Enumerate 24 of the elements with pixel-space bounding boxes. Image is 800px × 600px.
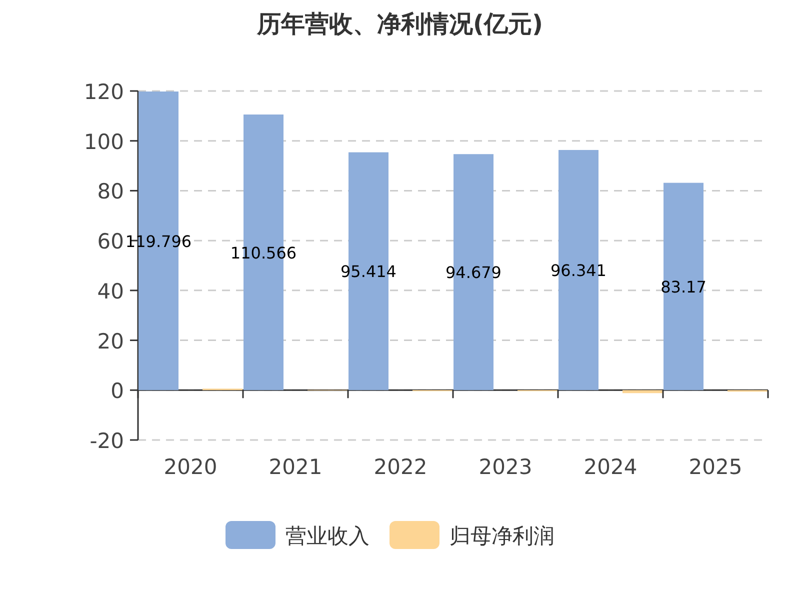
bar bbox=[622, 390, 662, 394]
data-label: 110.566 bbox=[230, 243, 297, 262]
x-tick-label: 2022 bbox=[374, 455, 428, 479]
x-tick-label: 2024 bbox=[584, 455, 638, 479]
x-tick-label: 2020 bbox=[164, 455, 218, 479]
data-label: 95.414 bbox=[340, 262, 396, 282]
x-tick-label: 2021 bbox=[268, 455, 322, 479]
y-tick-label: 100 bbox=[84, 130, 124, 154]
data-label: 83.17 bbox=[660, 277, 706, 296]
y-tick-label: 120 bbox=[84, 80, 124, 104]
x-tick-label: 2023 bbox=[478, 455, 532, 479]
y-tick-label: 60 bbox=[97, 230, 124, 254]
chart-title: 历年营收、净利情况(亿元) bbox=[256, 10, 543, 38]
x-tick-label: 2025 bbox=[688, 455, 742, 479]
data-label: 96.341 bbox=[550, 261, 606, 280]
legend-label: 归母净利润 bbox=[450, 524, 554, 548]
y-tick-label: -20 bbox=[90, 429, 124, 453]
bar bbox=[664, 182, 704, 390]
y-tick-label: 0 bbox=[110, 379, 124, 404]
legend-label: 营业收入 bbox=[286, 524, 370, 548]
data-label: 94.679 bbox=[446, 263, 502, 282]
y-tick-label: 80 bbox=[97, 180, 124, 204]
y-tick-label: 40 bbox=[97, 279, 124, 304]
y-tick-label: 20 bbox=[97, 329, 124, 354]
